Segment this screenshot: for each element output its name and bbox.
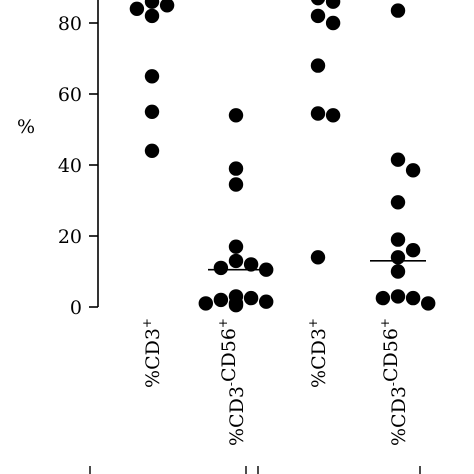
category-label-2: %CD3-CD56+: [216, 318, 248, 446]
category-label-3: %CD3+: [306, 318, 330, 388]
data-point-col4-9: [390, 289, 406, 304]
data-point-col4-1: [390, 3, 406, 18]
y-axis-label: %: [17, 116, 35, 138]
data-point-col4-4: [390, 195, 406, 210]
group-brackets: [89, 466, 421, 474]
data-point-col3-8: [310, 250, 326, 265]
data-point-col2-11: [213, 292, 229, 308]
y-axis-ticks: 0 20 40 60 80: [58, 13, 98, 319]
y-tick-label-20: 20: [58, 226, 82, 248]
data-point-col2-13: [198, 296, 213, 311]
data-point-col2-10: [243, 290, 259, 306]
data-point-col1-6: [144, 104, 160, 120]
category-label-4: %CD3-CD56+: [378, 318, 410, 446]
data-point-col3-4: [325, 15, 341, 31]
data-point-col2-6: [243, 257, 259, 272]
data-point-col4-6: [405, 243, 421, 258]
data-point-col1-5: [144, 69, 160, 84]
category-label-1: %CD3+: [140, 318, 164, 388]
data-points: [129, 0, 436, 313]
data-point-col2-5: [228, 253, 244, 269]
y-tick-label-40: 40: [58, 155, 82, 177]
data-point-col3-2: [325, 0, 341, 9]
data-point-col4-12: [421, 296, 436, 311]
data-point-col1-7: [144, 143, 160, 158]
data-point-col1-1: [144, 0, 160, 9]
data-point-col3-6: [310, 106, 326, 121]
data-point-col4-11: [375, 290, 391, 306]
data-point-col3-1: [311, 0, 325, 6]
data-point-col2-4: [228, 239, 244, 254]
data-point-col2-15: [228, 298, 244, 313]
data-point-col2-3: [228, 177, 244, 192]
data-point-col4-5: [390, 232, 406, 247]
data-point-col2-2: [228, 161, 244, 176]
data-point-col2-12: [259, 294, 274, 309]
category-labels: %CD3+ %CD3-CD56+ %CD3+ %CD3-CD56+: [140, 318, 410, 446]
y-tick-label-60: 60: [58, 84, 82, 106]
data-point-col3-3: [310, 8, 326, 24]
data-point-col2-7: [213, 260, 229, 276]
data-point-col1-2: [159, 0, 175, 13]
data-point-col4-10: [405, 290, 421, 306]
data-point-col2-8: [259, 262, 274, 277]
y-tick-label-80: 80: [58, 13, 82, 35]
y-tick-label-0: 0: [70, 297, 82, 319]
data-point-col3-5: [310, 58, 326, 73]
data-point-col2-1: [228, 108, 244, 123]
data-point-col4-7: [390, 250, 406, 265]
data-point-col4-3: [405, 163, 421, 178]
data-point-col1-4: [144, 8, 160, 24]
data-point-col1-3: [129, 1, 145, 16]
data-point-col3-7: [325, 108, 341, 123]
data-point-col4-8: [390, 264, 406, 279]
data-point-col4-2: [390, 152, 406, 167]
